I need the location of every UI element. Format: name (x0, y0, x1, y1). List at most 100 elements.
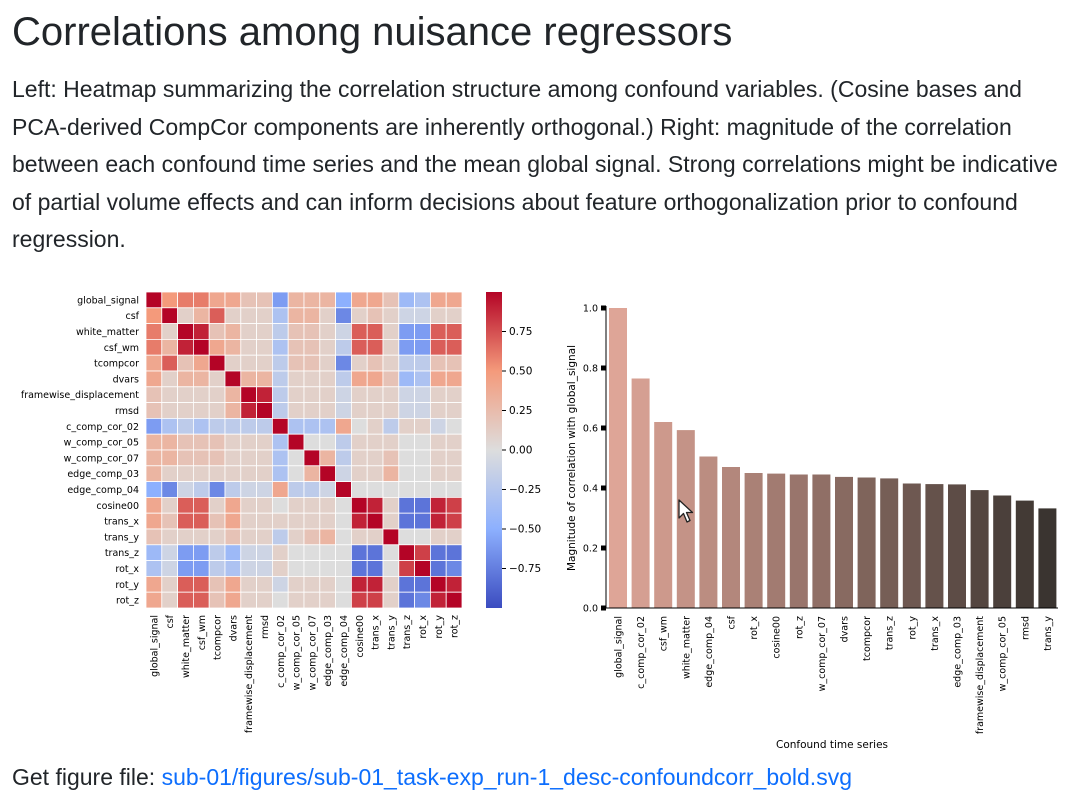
heatmap-cell (303, 449, 321, 467)
heatmap-cell (208, 528, 226, 546)
footer-label: Get figure file: (12, 764, 162, 790)
heatmap-cell (319, 433, 336, 451)
heatmap-col-label: trans_z (402, 615, 413, 649)
heatmap-cell (145, 575, 163, 593)
bar-category-label: csf (727, 615, 738, 629)
heatmap-cell (319, 449, 336, 467)
bar-category-label: csf_wm (659, 616, 670, 651)
heatmap-cell (240, 575, 258, 593)
heatmap-cell (271, 339, 289, 356)
heatmap-cell (319, 354, 336, 372)
heatmap-cell (177, 386, 194, 404)
heatmap-cell (240, 591, 258, 609)
heatmap-cell (192, 307, 210, 324)
heatmap-cell (335, 449, 352, 467)
heatmap-cell (271, 354, 289, 372)
heatmap-cell (192, 386, 210, 404)
colorbar-tick-label: −0.25 (509, 484, 541, 496)
heatmap-cell (240, 339, 258, 356)
heatmap-cell (240, 496, 258, 514)
page-title: Correlations among nuisance regressors (12, 10, 733, 54)
heatmap-col-label: edge_comp_03 (323, 615, 334, 687)
heatmap-cell (414, 481, 431, 498)
heatmap-cell (256, 575, 273, 593)
heatmap-cell (177, 512, 194, 530)
heatmap-cell (319, 544, 336, 561)
heatmap-cell (145, 307, 163, 324)
heatmap-cell (445, 339, 463, 356)
heatmap-row-label: rot_x (115, 564, 139, 575)
heatmap-cell (350, 386, 368, 404)
bar-y-tick-label: 0.2 (583, 544, 598, 555)
heatmap-col-label: white_matter (181, 615, 192, 678)
heatmap-cell (319, 323, 336, 340)
heatmap-cell (366, 370, 384, 388)
heatmap-cell (240, 386, 258, 404)
heatmap-col-label: tcompcor (213, 615, 224, 660)
heatmap-col-label: w_comp_cor_05 (292, 615, 303, 690)
heatmap-row-label: w_comp_cor_07 (64, 453, 139, 464)
heatmap-cell (366, 481, 384, 498)
heatmap-cell (287, 354, 305, 372)
colorbar-tick-label: −0.75 (509, 563, 541, 575)
heatmap-cell (177, 433, 194, 451)
heatmap-cell (145, 512, 163, 530)
heatmap-cell (445, 575, 463, 593)
heatmap-cell (177, 291, 194, 309)
heatmap-cell (224, 544, 242, 561)
heatmap-cell (303, 370, 321, 388)
heatmap-cell (224, 433, 242, 451)
bar (948, 484, 966, 608)
heatmap-cell (256, 323, 273, 340)
heatmap-cell (271, 449, 289, 467)
bar-category-label: rot_x (749, 616, 760, 640)
heatmap-row-label: dvars (113, 374, 139, 385)
heatmap-cell (208, 354, 226, 372)
heatmap-cell (382, 370, 400, 388)
heatmap-cell (429, 544, 447, 561)
heatmap-cell (335, 512, 352, 530)
heatmap-cell (414, 496, 431, 514)
heatmap-cell (161, 402, 179, 419)
heatmap-cell (445, 354, 463, 372)
heatmap-cell (208, 291, 226, 309)
heatmap-cell (303, 496, 321, 514)
heatmap-cell (429, 465, 447, 483)
heatmap-cell (319, 339, 336, 356)
heatmap-cell (271, 307, 289, 324)
heatmap-cell (445, 370, 463, 388)
heatmap-cell (161, 591, 179, 609)
heatmap-cell (414, 323, 431, 340)
colorbar-tick-label: 0.75 (509, 326, 532, 338)
bar-y-tick-label: 0.6 (583, 424, 598, 435)
heatmap-cell (335, 370, 352, 388)
heatmap-cell (224, 481, 242, 498)
heatmap-cell (414, 528, 431, 546)
heatmap-cell (287, 591, 305, 609)
bar-y-tick (601, 485, 606, 491)
figure-file-link[interactable]: sub-01/figures/sub-01_task-exp_run-1_des… (161, 764, 852, 790)
heatmap-cell (335, 481, 352, 498)
heatmap-cell (398, 560, 415, 577)
heatmap-cell (287, 575, 305, 593)
heatmap-cell (224, 370, 242, 388)
heatmap-cell (208, 323, 226, 340)
bar-y-tick (601, 365, 606, 371)
heatmap-cell (398, 528, 415, 546)
heatmap-cell (287, 496, 305, 514)
heatmap-cell (366, 544, 384, 561)
heatmap-col-label: cosine00 (355, 615, 366, 658)
heatmap-cell (271, 386, 289, 404)
heatmap-col-label: w_comp_cor_07 (307, 615, 318, 690)
heatmap-cell (192, 575, 210, 593)
bar-category-label: dvars (840, 616, 851, 642)
colorbar (486, 292, 502, 608)
heatmap-cell (350, 575, 368, 593)
heatmap-cell (256, 544, 273, 561)
heatmap-cell (161, 354, 179, 372)
colorbar-tick-label: 0.00 (509, 445, 532, 457)
heatmap-cell (303, 307, 321, 324)
heatmap-cell (208, 402, 226, 419)
heatmap-cell (224, 512, 242, 530)
heatmap-cell (382, 528, 400, 546)
